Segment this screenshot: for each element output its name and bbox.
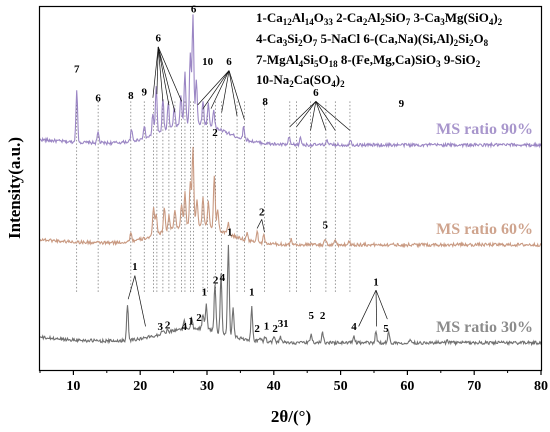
x-tick-label: 30 <box>200 379 214 394</box>
peak-label: 5 <box>322 219 328 231</box>
pointer-line <box>228 70 245 120</box>
pointer-line <box>261 219 265 233</box>
pointer-line <box>221 70 230 113</box>
peak-label: 7 <box>74 63 80 75</box>
pointer-line <box>210 70 230 109</box>
series-line <box>39 14 542 149</box>
x-tick-label: 50 <box>334 379 348 394</box>
pointer-line <box>157 46 170 106</box>
peak-label: 2 <box>165 319 171 331</box>
peak-label: 8 <box>262 96 268 108</box>
peak-label: 4 <box>182 321 188 333</box>
peak-label: 2 <box>259 207 265 219</box>
x-tick-label: 70 <box>467 379 481 394</box>
pointer-line <box>289 101 317 128</box>
peak-label: 6 <box>313 87 319 99</box>
pointer-lines <box>127 46 388 327</box>
pointer-line <box>315 101 351 131</box>
peak-label: 8 <box>128 90 134 102</box>
legend-entry: 10-Na2Ca(SO4)2 <box>256 72 345 89</box>
legend-entry: 4-Ca3Si2O7 5-NaCl 6-(Ca,Na)(Si,Al)2Si2O8 <box>256 31 489 48</box>
x-tick-label: 20 <box>133 379 147 394</box>
peak-label: 1 <box>188 316 194 328</box>
pointer-line <box>157 46 182 102</box>
pointer-line <box>134 275 146 327</box>
peak-label: 1 <box>283 318 289 330</box>
peak-label: 1 <box>373 276 379 288</box>
peak-label: 1 <box>249 287 255 299</box>
pointer-line <box>197 70 230 106</box>
peak-label: 6 <box>95 92 101 104</box>
pointer-line <box>315 101 327 131</box>
x-tick-label: 80 <box>534 379 548 394</box>
pointer-line <box>127 275 136 300</box>
peak-label: 2 <box>196 312 202 324</box>
peak-label: 1 <box>132 261 138 273</box>
pointer-line <box>375 290 388 320</box>
peak-label: 3 <box>278 318 284 330</box>
legend: 1-Ca12Al14O33 2-Ca2Al2SiO7 3-Ca3Mg(SiO4)… <box>256 10 503 89</box>
series-label: MS ratio 90% <box>436 121 533 138</box>
peak-label: 2 <box>320 310 326 322</box>
peak-label: 1 <box>202 287 208 299</box>
peak-label: 6 <box>226 56 232 68</box>
pointer-line <box>152 46 159 98</box>
peak-label: 3 <box>157 321 163 333</box>
series-labels: MS ratio 90% MS ratio 60% MS ratio 30% <box>436 121 533 336</box>
peak-label: 2 <box>212 127 218 139</box>
pointer-line <box>202 70 230 109</box>
series-layer <box>39 14 542 347</box>
legend-entry: 1-Ca12Al14O33 2-Ca2Al2SiO7 3-Ca3Mg(SiO4)… <box>256 10 503 27</box>
pointer-line <box>157 46 176 113</box>
pointer-line <box>228 70 238 116</box>
x-tick-label: 10 <box>66 379 80 394</box>
pointer-line <box>156 46 159 95</box>
peak-label: 10 <box>202 56 214 68</box>
plot-frame <box>38 5 543 372</box>
peak-label: 4 <box>220 272 226 284</box>
y-axis-title: Intensity(a.u.) <box>5 137 24 239</box>
peak-label: 1 <box>264 320 270 332</box>
legend-entry: 7-MgAl4Si5O18 8-(Fe,Mg,Ca)SiO3 9-SiO2 <box>256 52 481 69</box>
peak-label: 9 <box>141 87 147 99</box>
pointer-line <box>157 46 164 102</box>
series-line <box>39 146 542 249</box>
peak-label: 2 <box>272 323 278 335</box>
x-axis-ticks: 10 20 30 40 50 60 70 80 <box>39 370 548 394</box>
pointer-line <box>310 101 317 131</box>
series-line <box>39 244 542 347</box>
peak-label: 5 <box>383 323 389 335</box>
peak-label: 2 <box>213 275 219 287</box>
x-tick-label: 40 <box>267 379 281 394</box>
pointer-line <box>375 290 378 327</box>
series-label: MS ratio 30% <box>436 319 533 336</box>
pointer-line <box>256 219 263 229</box>
peak-label: 2 <box>254 323 260 335</box>
peak-label: 4 <box>351 321 357 333</box>
peak-label: 6 <box>191 3 197 15</box>
x-tick-label: 60 <box>400 379 414 394</box>
pointer-line <box>315 101 336 131</box>
peak-label: 1 <box>227 227 233 239</box>
peak-label: 5 <box>308 310 314 322</box>
x-axis-title: 2θ/(°) <box>271 407 311 426</box>
pointer-line <box>296 101 317 128</box>
pointer-line <box>358 289 377 327</box>
peak-label: 9 <box>399 98 405 110</box>
series-label: MS ratio 60% <box>436 221 533 238</box>
peak-label: 6 <box>155 32 161 44</box>
